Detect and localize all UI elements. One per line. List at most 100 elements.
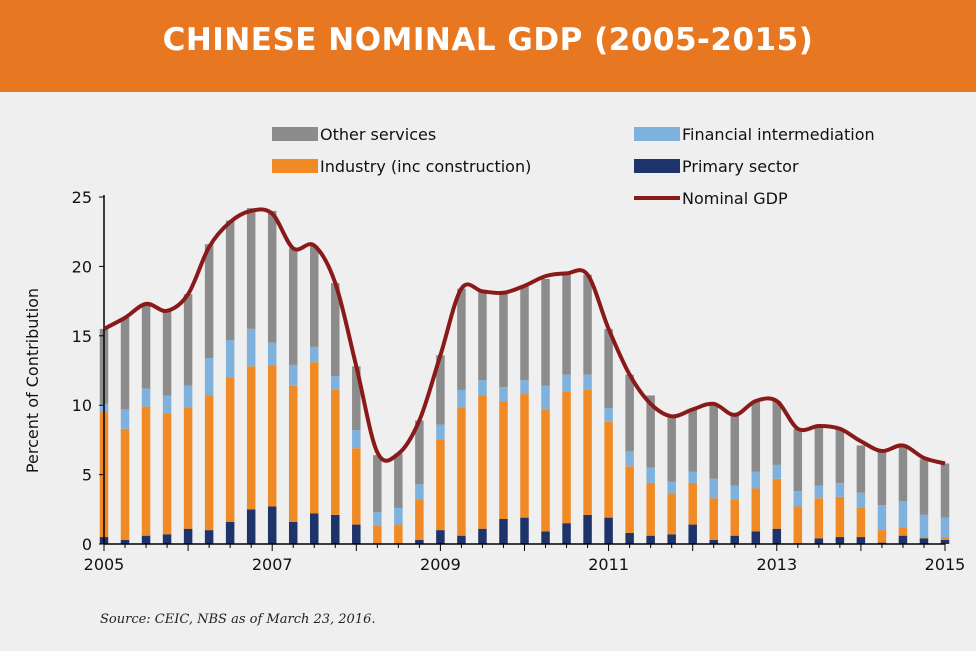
bar-segment bbox=[225, 521, 235, 544]
bar-segment bbox=[120, 317, 130, 410]
x-tick-label: 2013 bbox=[756, 555, 797, 574]
bar-segment bbox=[730, 414, 739, 486]
bar-segment bbox=[183, 528, 193, 544]
chart-title: CHINESE NOMINAL GDP (2005-2015) bbox=[162, 22, 814, 58]
bar-segment bbox=[751, 471, 761, 489]
bar-segment bbox=[562, 374, 571, 392]
bar-segment bbox=[288, 521, 298, 544]
bar-segment bbox=[583, 389, 592, 515]
bar-segment bbox=[604, 421, 613, 518]
legend-swatch bbox=[634, 159, 680, 173]
bar-segment bbox=[709, 498, 718, 540]
bar-segment bbox=[246, 509, 256, 544]
bar-segment bbox=[288, 364, 298, 386]
legend: Other services Financial intermediation In… bbox=[272, 125, 875, 208]
bars-layer bbox=[99, 208, 950, 544]
bar-segment bbox=[856, 537, 866, 544]
bar-segment bbox=[394, 453, 403, 508]
bar-segment bbox=[856, 492, 866, 508]
bar-segment bbox=[709, 539, 718, 544]
y-tick-label: 5 bbox=[82, 466, 92, 485]
x-tick-label: 2005 bbox=[84, 555, 125, 574]
bar-segment bbox=[331, 283, 340, 377]
bar-segment bbox=[751, 531, 761, 544]
legend-label: Nominal GDP bbox=[682, 189, 788, 208]
bar-segment bbox=[646, 395, 655, 468]
bar-segment bbox=[310, 513, 319, 544]
bar-segment bbox=[856, 507, 866, 538]
bar-segment bbox=[562, 273, 571, 375]
bar-segment bbox=[919, 514, 929, 538]
bar-segment bbox=[162, 395, 172, 414]
legend-label: Other services bbox=[320, 125, 436, 144]
bar-segment bbox=[625, 466, 634, 533]
source-note: Source: CEIC, NBS as of March 23, 2016. bbox=[100, 612, 376, 627]
axes-layer: 0 5 10 15 20 25 2005 2007 2009 2011 2013 2015 Percen… bbox=[23, 188, 965, 574]
bar-segment bbox=[415, 420, 424, 485]
bar-segment bbox=[625, 374, 634, 452]
bar-segment bbox=[457, 389, 466, 408]
bar-segment bbox=[394, 524, 403, 544]
bar-segment bbox=[225, 220, 235, 340]
bar-segment bbox=[457, 535, 466, 544]
bar-segment bbox=[604, 407, 613, 422]
x-tick-label: 2011 bbox=[588, 555, 629, 574]
bar-segment bbox=[478, 395, 487, 529]
legend-swatch bbox=[272, 127, 318, 141]
bar-segment bbox=[246, 328, 256, 367]
gdp-chart: Other services Financial intermediation In… bbox=[23, 125, 965, 574]
bar-segment bbox=[499, 387, 508, 402]
legend-label: Industry (inc construction) bbox=[320, 157, 531, 176]
bar-segment bbox=[457, 407, 466, 536]
bar-segment bbox=[436, 439, 445, 531]
bar-segment bbox=[120, 539, 130, 544]
bar-segment bbox=[835, 482, 845, 497]
bar-segment bbox=[436, 530, 445, 544]
bar-segment bbox=[373, 512, 382, 526]
bar-segment bbox=[204, 244, 214, 359]
bar-segment bbox=[183, 407, 193, 529]
legend-swatch bbox=[634, 127, 680, 141]
bar-segment bbox=[352, 524, 361, 544]
bar-segment bbox=[688, 524, 697, 544]
bar-segment bbox=[919, 538, 929, 544]
bar-segment bbox=[204, 530, 214, 544]
bar-segment bbox=[288, 385, 298, 522]
bar-segment bbox=[310, 245, 319, 347]
bar-segment bbox=[688, 471, 697, 483]
y-tick-label: 0 bbox=[82, 535, 92, 554]
bar-segment bbox=[814, 426, 824, 486]
bar-segment bbox=[541, 385, 550, 410]
bar-segment bbox=[141, 388, 151, 407]
title-banner: CHINESE NOMINAL GDP (2005-2015) bbox=[0, 0, 976, 92]
bar-segment bbox=[709, 403, 718, 479]
bar-segment bbox=[898, 445, 908, 501]
bar-segment bbox=[246, 366, 256, 510]
bar-segment bbox=[162, 413, 172, 535]
bar-segment bbox=[688, 409, 697, 472]
legend-label: Primary sector bbox=[682, 157, 799, 176]
bar-segment bbox=[856, 445, 866, 493]
bar-segment bbox=[141, 303, 151, 389]
bar-segment bbox=[646, 482, 655, 536]
bar-segment bbox=[919, 537, 929, 539]
bar-segment bbox=[604, 517, 613, 544]
bar-segment bbox=[331, 514, 340, 544]
bar-segment bbox=[520, 394, 529, 518]
legend-label: Financial intermediation bbox=[682, 125, 875, 144]
bar-segment bbox=[898, 500, 908, 528]
bar-segment bbox=[940, 539, 950, 544]
bar-segment bbox=[646, 467, 655, 483]
bar-segment bbox=[688, 482, 697, 525]
bar-segment bbox=[541, 278, 550, 386]
bar-segment bbox=[667, 481, 676, 495]
bar-segment bbox=[877, 451, 887, 506]
bar-segment bbox=[751, 488, 761, 532]
bar-segment bbox=[835, 537, 845, 544]
bar-segment bbox=[772, 401, 782, 465]
bar-segment bbox=[267, 364, 277, 507]
bar-segment bbox=[183, 294, 193, 386]
bar-segment bbox=[877, 505, 887, 531]
bar-segment bbox=[604, 328, 613, 408]
y-axis-title: Percent of Contribution bbox=[23, 288, 42, 473]
